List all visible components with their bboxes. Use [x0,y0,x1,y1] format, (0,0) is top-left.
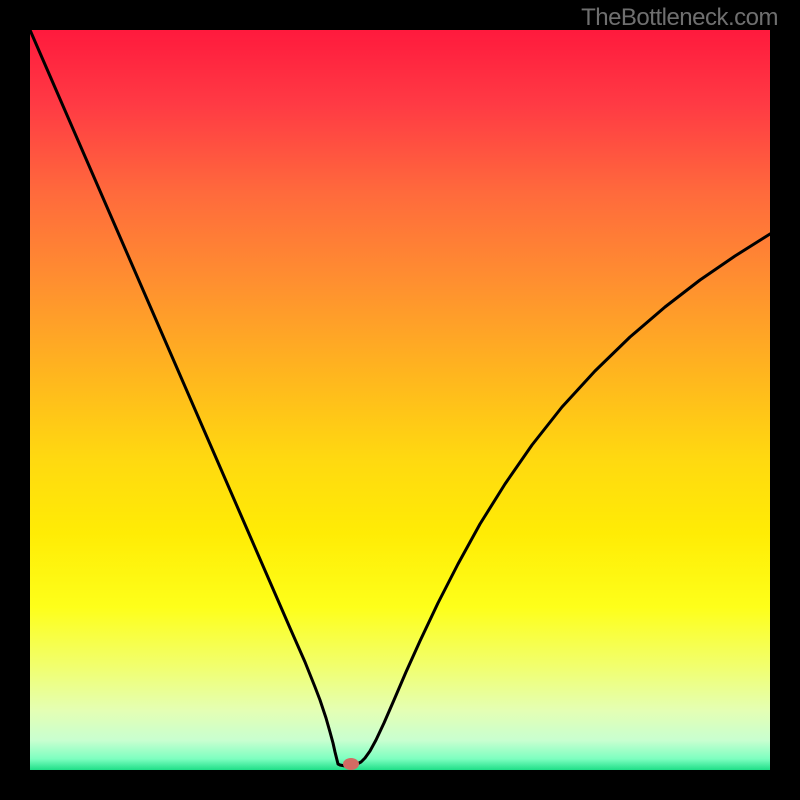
watermark-text: TheBottleneck.com [581,4,778,32]
optimum-marker [0,0,800,800]
chart-container: TheBottleneck.com [0,0,800,800]
